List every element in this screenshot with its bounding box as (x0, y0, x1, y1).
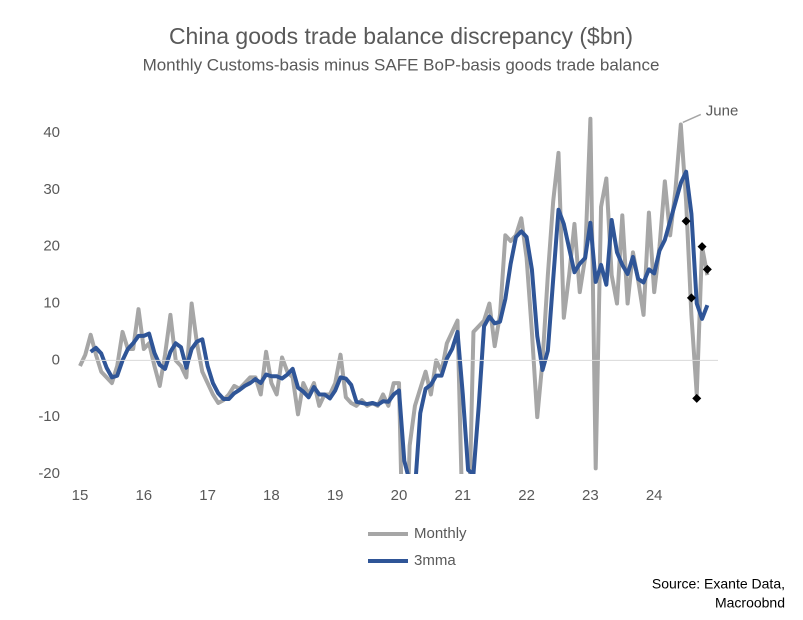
y-tick-label: 0 (52, 351, 60, 368)
x-tick-label: 16 (135, 487, 152, 504)
marker (686, 293, 696, 303)
chart-title: China goods trade balance discrepancy ($… (169, 23, 633, 49)
y-tick-label: 20 (43, 238, 60, 255)
marker (681, 216, 691, 226)
plot-area (78, 116, 712, 474)
y-tick-label: -20 (38, 465, 60, 482)
x-tick-label: 17 (199, 487, 216, 504)
y-tick-label: -10 (38, 408, 60, 425)
x-tick-label: 21 (454, 487, 471, 504)
x-tick-label: 23 (582, 487, 599, 504)
x-tick-label: 22 (518, 487, 535, 504)
x-tick-label: 18 (263, 487, 280, 504)
y-tick-label: 40 (43, 124, 60, 141)
legend-label: 3mma (414, 552, 456, 569)
x-tick-label: 15 (72, 487, 89, 504)
legend-label: Monthly (414, 525, 467, 542)
series-line (78, 116, 710, 474)
source: Source: Exante Data, (652, 576, 785, 592)
x-tick-label: 20 (391, 487, 408, 504)
y-tick-label: 10 (43, 294, 60, 311)
source: Macroobnd (715, 595, 785, 611)
annotation: June (706, 102, 739, 119)
x-tick-label: 24 (646, 487, 663, 504)
marker (702, 264, 712, 274)
chart-subtitle: Monthly Customs-basis minus SAFE BoP-bas… (143, 55, 660, 74)
marker (697, 242, 707, 252)
marker (692, 393, 702, 403)
x-tick-label: 19 (327, 487, 344, 504)
y-tick-label: 30 (43, 181, 60, 198)
series-line (89, 169, 710, 474)
annotation-leader (682, 113, 702, 124)
